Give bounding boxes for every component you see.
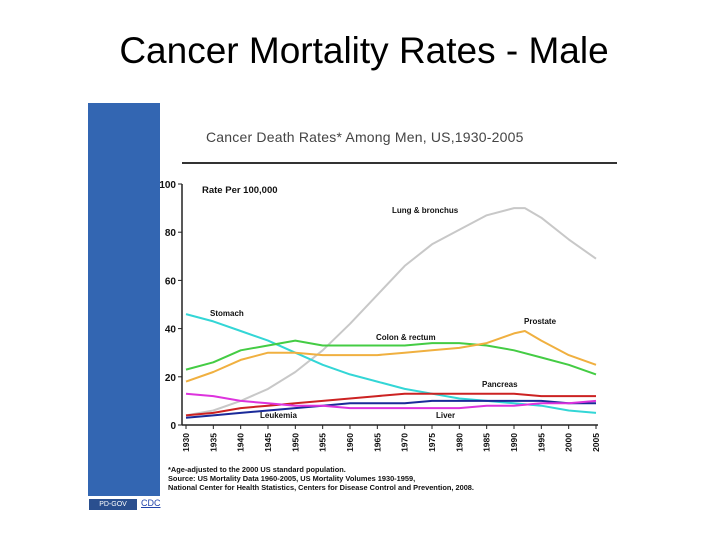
y-tick-label: 100	[159, 180, 176, 191]
footnote-line: Source: US Mortality Data 1960-2005, US …	[168, 474, 416, 483]
x-tick-label: 1995	[536, 433, 546, 452]
title-divider	[182, 162, 617, 164]
chart-footnote: *Age-adjusted to the 2000 US standard po…	[168, 465, 474, 492]
series-line-liver	[185, 392, 597, 410]
footnote-line: *Age-adjusted to the 2000 US standard po…	[168, 465, 346, 474]
slide-title: Cancer Mortality Rates - Male	[119, 30, 609, 71]
footnote-line: National Center for Health Statistics, C…	[168, 483, 474, 492]
series-label-leukemia: Leukemia	[260, 411, 297, 420]
chart-panel	[160, 103, 620, 496]
chart-title: Cancer Death Rates* Among Men, US,1930-2…	[206, 129, 524, 145]
series-label-colon-rectum: Colon & rectum	[376, 333, 436, 342]
x-tick-label: 1960	[345, 433, 355, 452]
y-tick-label: 60	[165, 276, 177, 287]
x-tick-label: 1980	[454, 433, 464, 452]
series-label-prostate: Prostate	[524, 317, 557, 326]
x-tick-label: 2000	[564, 433, 574, 452]
x-tick-label: 1990	[509, 433, 519, 452]
x-tick-label: 1950	[290, 433, 300, 452]
x-tick-label: 2005	[591, 433, 601, 452]
cdc-credit-link[interactable]: CDC	[141, 498, 161, 508]
series-label-stomach: Stomach	[210, 309, 244, 318]
series-label-lung-bronchus: Lung & bronchus	[392, 206, 459, 215]
x-tick-label: 1975	[427, 433, 437, 452]
side-bar	[88, 103, 160, 496]
series-label-pancreas: Pancreas	[482, 380, 518, 389]
x-tick-label: 1955	[318, 433, 328, 452]
y-axis-title: Rate Per 100,000	[202, 185, 278, 196]
series-line-pancreas	[185, 392, 596, 417]
series-line-colon-rectum	[185, 339, 597, 376]
y-tick-label: 0	[170, 421, 176, 432]
series-line-lung-bronchus	[185, 207, 597, 417]
x-tick-label: 1970	[400, 433, 410, 452]
series-line-leukemia	[185, 399, 596, 419]
x-tick-label: 1930	[181, 433, 191, 452]
series-line-prostate	[185, 330, 597, 383]
x-tick-label: 1940	[236, 433, 246, 452]
y-tick-label: 40	[165, 325, 177, 336]
series-label-liver: Liver	[436, 411, 455, 420]
x-tick-label: 1965	[372, 433, 382, 452]
x-tick-label: 1935	[208, 433, 218, 452]
y-tick-label: 80	[165, 228, 177, 239]
y-tick-label: 20	[165, 373, 177, 384]
pd-gov-badge: PD-GOV	[89, 499, 137, 510]
x-tick-label: 1985	[482, 433, 492, 452]
x-tick-label: 1945	[263, 433, 273, 452]
